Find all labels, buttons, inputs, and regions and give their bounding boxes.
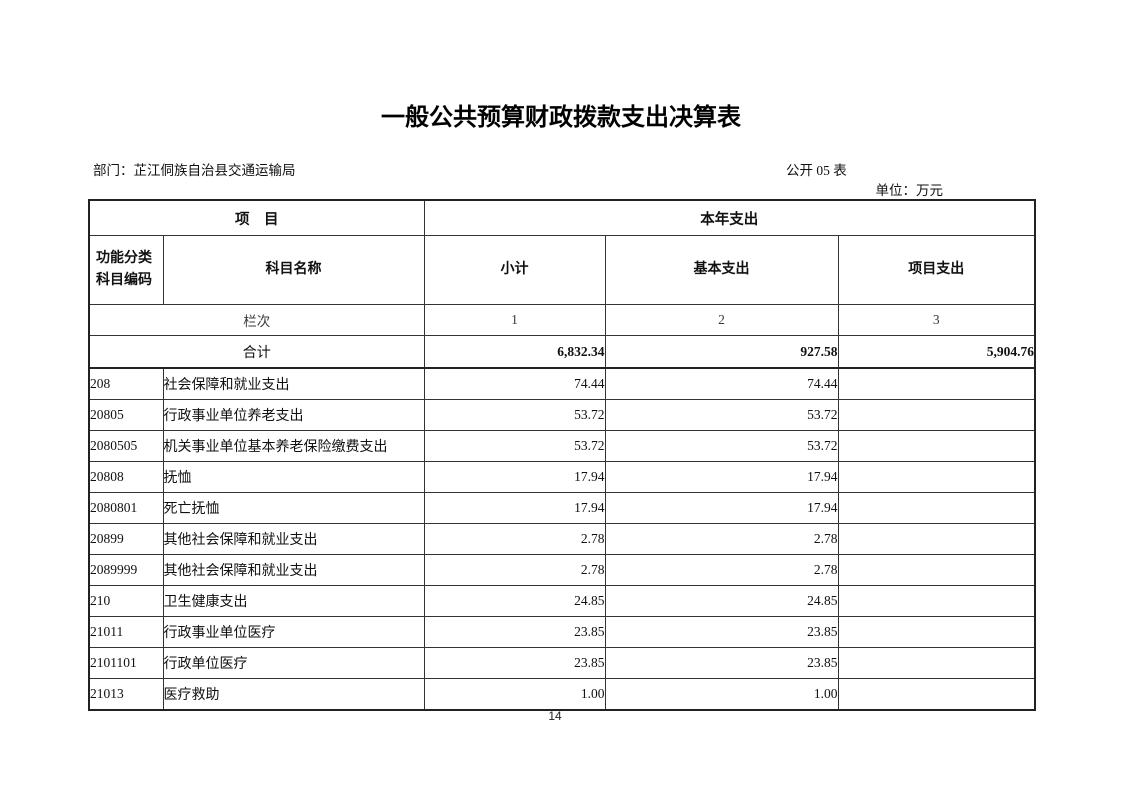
row-basic-value: 17.94 — [604, 461, 839, 493]
table-row: 21011 行政事业单位医疗 23.85 23.85 — [88, 616, 1036, 648]
row-basic-value: 2.78 — [604, 523, 839, 555]
row-subtotal-value: 1.00 — [423, 678, 606, 711]
row-subject-name: 其他社会保障和就业支出 — [162, 554, 425, 586]
row-function-code: 210 — [88, 585, 164, 617]
row-subtotal-value: 2.78 — [423, 523, 606, 555]
sheet-number-label: 公开 05 表 — [786, 163, 847, 178]
row-basic-value: 23.85 — [604, 616, 839, 648]
header-group-row: 项 目 本年支出 — [88, 199, 1036, 236]
row-subtotal-value: 2.78 — [423, 554, 606, 586]
row-project-value — [837, 647, 1036, 679]
row-function-code: 2089999 — [88, 554, 164, 586]
table-row: 21013 医疗救助 1.00 1.00 — [88, 678, 1036, 711]
row-basic-value: 74.44 — [604, 367, 839, 400]
row-basic-value: 17.94 — [604, 492, 839, 524]
meta-line: 部门：芷江侗族自治县交通运输局 公开 05 表 — [88, 159, 1034, 179]
table-row: 20808 抚恤 17.94 17.94 — [88, 461, 1036, 493]
row-function-code: 2080505 — [88, 430, 164, 462]
row-project-value — [837, 461, 1036, 493]
row-function-code: 2101101 — [88, 647, 164, 679]
row-subtotal-value: 17.94 — [423, 492, 606, 524]
row-subtotal-value: 53.72 — [423, 399, 606, 431]
row-function-code: 21013 — [88, 678, 164, 711]
table-row: 208 社会保障和就业支出 74.44 74.44 — [88, 367, 1036, 400]
row-function-code: 21011 — [88, 616, 164, 648]
unit-label: 单位：万元 — [875, 183, 944, 198]
header-project-expense: 项目支出 — [837, 235, 1036, 305]
row-subject-name: 其他社会保障和就业支出 — [162, 523, 425, 555]
table-row: 2101101 行政单位医疗 23.85 23.85 — [88, 647, 1036, 679]
total-subtotal-value: 6,832.34 — [423, 335, 606, 369]
table-row: 2080801 死亡抚恤 17.94 17.94 — [88, 492, 1036, 524]
row-subtotal-value: 74.44 — [423, 367, 606, 400]
row-subject-name: 医疗救助 — [162, 678, 425, 711]
row-project-value — [837, 492, 1036, 524]
row-basic-value: 1.00 — [604, 678, 839, 711]
table-row: 210 卫生健康支出 24.85 24.85 — [88, 585, 1036, 617]
row-project-value — [837, 554, 1036, 586]
row-subtotal-value: 53.72 — [423, 430, 606, 462]
row-project-value — [837, 616, 1036, 648]
row-function-code: 20899 — [88, 523, 164, 555]
row-subject-name: 社会保障和就业支出 — [162, 367, 425, 400]
column-index-row: 栏次 1 2 3 — [88, 304, 1036, 336]
total-label: 合计 — [88, 335, 425, 369]
column-index-2: 2 — [604, 304, 839, 336]
row-basic-value: 2.78 — [604, 554, 839, 586]
row-basic-value: 53.72 — [604, 430, 839, 462]
row-subject-name: 卫生健康支出 — [162, 585, 425, 617]
header-subject-name: 科目名称 — [162, 235, 425, 305]
total-project-value: 5,904.76 — [837, 335, 1036, 369]
row-subtotal-value: 23.85 — [423, 647, 606, 679]
row-subtotal-value: 17.94 — [423, 461, 606, 493]
total-basic-value: 927.58 — [604, 335, 839, 369]
column-index-label: 栏次 — [88, 304, 425, 336]
unit-line: 单位：万元 — [88, 179, 1034, 199]
header-subtotal: 小计 — [423, 235, 606, 305]
row-basic-value: 23.85 — [604, 647, 839, 679]
header-function-code-line1: 功能分类 — [96, 251, 152, 266]
row-basic-value: 53.72 — [604, 399, 839, 431]
table-row: 20899 其他社会保障和就业支出 2.78 2.78 — [88, 523, 1036, 555]
column-index-3: 3 — [837, 304, 1036, 336]
row-project-value — [837, 523, 1036, 555]
row-subtotal-value: 23.85 — [423, 616, 606, 648]
header-year-expense-group: 本年支出 — [423, 199, 1036, 236]
budget-expense-table: 项 目 本年支出 功能分类 科目编码 科目名称 小计 基本支出 项目支出 栏次 … — [88, 199, 1037, 711]
table-row: 2089999 其他社会保障和就业支出 2.78 2.78 — [88, 554, 1036, 586]
row-project-value — [837, 585, 1036, 617]
column-index-1: 1 — [423, 304, 606, 336]
row-subject-name: 行政单位医疗 — [162, 647, 425, 679]
table-row: 2080505 机关事业单位基本养老保险缴费支出 53.72 53.72 — [88, 430, 1036, 462]
row-subject-name: 行政事业单位医疗 — [162, 616, 425, 648]
department-label: 部门：芷江侗族自治县交通运输局 — [93, 163, 296, 178]
row-project-value — [837, 399, 1036, 431]
row-function-code: 20805 — [88, 399, 164, 431]
row-subject-name: 死亡抚恤 — [162, 492, 425, 524]
header-item-group: 项 目 — [88, 199, 425, 236]
row-function-code: 208 — [88, 367, 164, 400]
total-row: 合计 6,832.34 927.58 5,904.76 — [88, 335, 1036, 369]
row-function-code: 20808 — [88, 461, 164, 493]
row-subtotal-value: 24.85 — [423, 585, 606, 617]
row-subject-name: 抚恤 — [162, 461, 425, 493]
row-subject-name: 行政事业单位养老支出 — [162, 399, 425, 431]
header-columns-row: 功能分类 科目编码 科目名称 小计 基本支出 项目支出 — [88, 235, 1036, 305]
row-project-value — [837, 430, 1036, 462]
row-function-code: 2080801 — [88, 492, 164, 524]
row-subject-name: 机关事业单位基本养老保险缴费支出 — [162, 430, 425, 462]
table-row: 20805 行政事业单位养老支出 53.72 53.72 — [88, 399, 1036, 431]
header-function-code-line2: 科目编码 — [96, 273, 152, 288]
row-basic-value: 24.85 — [604, 585, 839, 617]
page-number: 14 — [548, 709, 562, 723]
page-title: 一般公共预算财政拨款支出决算表 — [381, 104, 741, 131]
row-project-value — [837, 678, 1036, 711]
row-project-value — [837, 367, 1036, 400]
table-body: 合计 6,832.34 927.58 5,904.76 208 社会保障和就业支… — [88, 335, 1036, 711]
header-function-code: 功能分类 科目编码 — [88, 235, 164, 305]
header-basic-expense: 基本支出 — [604, 235, 839, 305]
